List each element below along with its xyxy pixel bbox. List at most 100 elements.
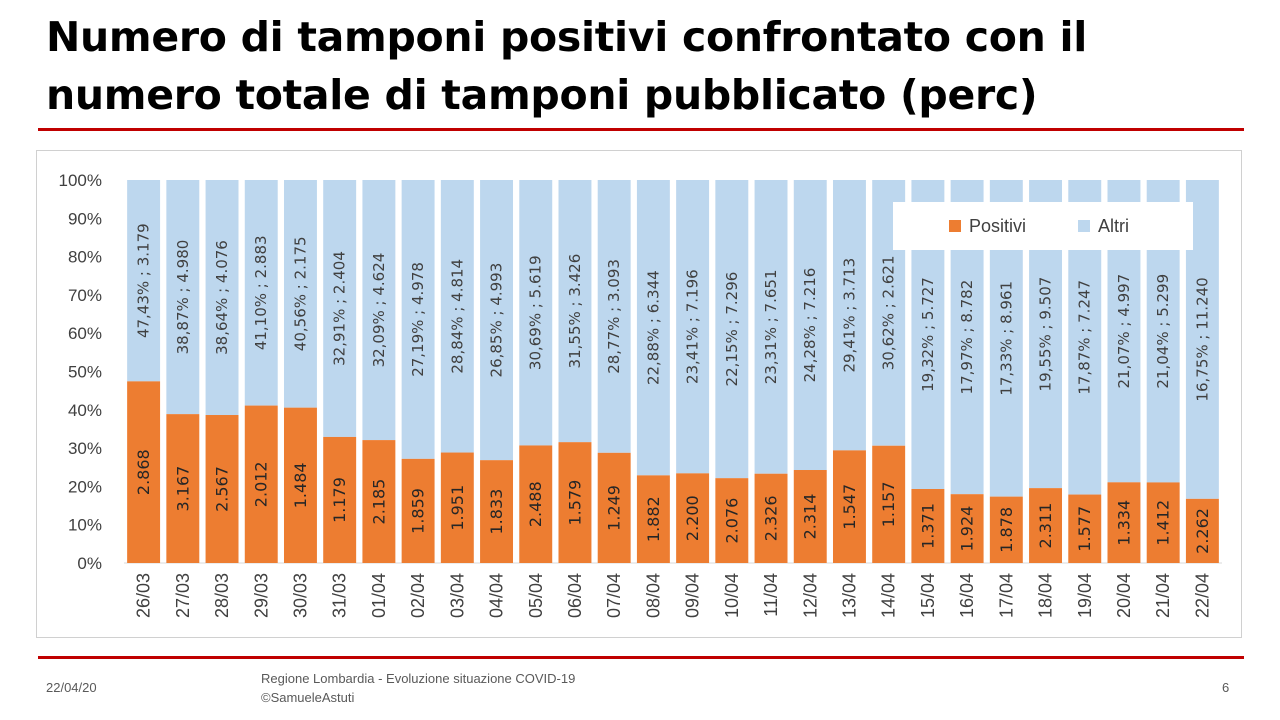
data-label-positivi: 2.567 xyxy=(213,466,232,512)
data-label-positivi: 1.249 xyxy=(605,485,624,531)
y-tick-label: 50% xyxy=(68,363,102,382)
footer-source-line1: Regione Lombardia - Evoluzione situazion… xyxy=(261,671,576,686)
bar-altri xyxy=(715,180,749,479)
x-tick-label: 02/04 xyxy=(408,573,428,618)
bar-positivi xyxy=(1107,482,1141,563)
bar-positivi xyxy=(1146,482,1180,563)
data-label-altri: 27,19% ; 4.978 xyxy=(409,262,427,377)
data-label-altri: 23,31% ; 7.651 xyxy=(762,269,780,384)
bar-altri xyxy=(793,180,827,471)
data-label-altri: 24,28% ; 7.216 xyxy=(801,268,819,383)
bar-positivi xyxy=(832,450,866,563)
slide-title: Numero di tamponi positivi confrontato c… xyxy=(46,13,1087,119)
data-label-positivi: 2.488 xyxy=(526,481,545,527)
data-label-altri: 17,33% ; 8.961 xyxy=(997,281,1015,396)
legend-label-altri: Altri xyxy=(1098,215,1130,236)
x-tick-label: 31/03 xyxy=(330,573,350,618)
x-tick-label: 18/04 xyxy=(1036,573,1056,618)
x-tick-label: 22/04 xyxy=(1192,573,1212,618)
data-label-positivi: 1.859 xyxy=(409,488,428,534)
bar-altri xyxy=(519,180,553,446)
bar-altri xyxy=(127,180,161,382)
bar-altri xyxy=(832,180,866,451)
y-tick-label: 100% xyxy=(59,171,102,190)
bar-positivi xyxy=(1185,498,1219,563)
x-tick-label: 19/04 xyxy=(1075,573,1095,618)
bar-altri xyxy=(401,180,435,459)
data-label-positivi: 1.334 xyxy=(1114,500,1133,546)
data-label-altri: 21,04% ; 5.299 xyxy=(1154,274,1172,389)
data-label-altri: 41,10% ; 2.883 xyxy=(252,235,270,350)
data-label-positivi: 1.951 xyxy=(448,485,467,531)
bar-altri xyxy=(244,180,278,406)
x-tick-label: 30/03 xyxy=(290,573,310,618)
data-label-positivi: 2.868 xyxy=(134,449,153,495)
data-label-altri: 16,75% ; 11.240 xyxy=(1193,277,1211,401)
x-tick-label: 21/04 xyxy=(1153,573,1173,618)
bar-altri xyxy=(636,180,670,476)
data-label-altri: 19,32% ; 5.727 xyxy=(919,277,937,392)
y-tick-label: 80% xyxy=(68,248,102,267)
data-label-altri: 26,85% ; 4.993 xyxy=(488,263,506,378)
bar-positivi xyxy=(166,414,200,563)
data-label-altri: 21,07% ; 4.997 xyxy=(1115,274,1133,389)
bar-positivi xyxy=(715,478,749,563)
legend-item-positivi: Positivi xyxy=(949,216,1026,237)
chart-legend: Positivi Altri xyxy=(893,202,1193,250)
bar-positivi xyxy=(989,496,1023,563)
bar-positivi xyxy=(911,489,945,563)
y-tick-label: 10% xyxy=(68,516,102,535)
legend-swatch-altri xyxy=(1078,220,1091,232)
y-tick-label: 0% xyxy=(77,554,102,573)
data-label-positivi: 1.371 xyxy=(918,503,937,549)
bar-altri xyxy=(558,180,592,443)
data-label-altri: 23,41% ; 7.196 xyxy=(684,269,702,384)
footer-source: Regione Lombardia - Evoluzione situazion… xyxy=(261,669,575,707)
bar-positivi xyxy=(244,405,278,563)
data-label-altri: 47,43% ; 3.179 xyxy=(135,223,153,338)
data-label-altri: 22,15% ; 7.296 xyxy=(723,272,741,387)
data-label-altri: 17,87% ; 7.247 xyxy=(1076,280,1094,395)
x-tick-label: 01/04 xyxy=(369,573,389,618)
x-tick-label: 08/04 xyxy=(643,573,663,618)
x-tick-label: 16/04 xyxy=(957,573,977,618)
x-tick-label: 06/04 xyxy=(565,573,585,618)
bar-altri xyxy=(283,180,317,408)
x-tick-label: 13/04 xyxy=(839,573,859,618)
bar-positivi xyxy=(323,436,357,563)
data-label-positivi: 1.878 xyxy=(997,507,1016,553)
bar-positivi xyxy=(519,445,553,563)
data-label-positivi: 1.577 xyxy=(1075,506,1094,552)
data-label-positivi: 1.157 xyxy=(879,481,898,527)
bar-positivi xyxy=(636,475,670,563)
bar-positivi xyxy=(1068,494,1102,563)
bar-positivi xyxy=(793,470,827,563)
x-tick-label: 14/04 xyxy=(879,573,899,618)
data-label-positivi: 2.012 xyxy=(252,461,271,507)
bar-positivi xyxy=(440,452,474,563)
bar-positivi xyxy=(950,494,984,563)
y-tick-label: 90% xyxy=(68,209,102,228)
bar-positivi xyxy=(558,442,592,563)
x-tick-label: 20/04 xyxy=(1114,573,1134,618)
data-label-positivi: 2.076 xyxy=(722,498,741,544)
x-tick-label: 09/04 xyxy=(683,573,703,618)
bar-altri xyxy=(323,180,357,437)
y-tick-label: 20% xyxy=(68,477,102,496)
x-tick-label: 27/03 xyxy=(173,573,193,618)
bar-positivi xyxy=(283,407,317,563)
bar-altri xyxy=(480,180,514,461)
x-tick-label: 15/04 xyxy=(918,573,938,618)
data-label-altri: 19,55% ; 9.507 xyxy=(1037,277,1055,392)
data-label-altri: 32,09% ; 4.624 xyxy=(370,253,388,368)
axis-layer: 0% 10% 20% 30% 40% 50% 60% 70% 80% 90% 100% 26/03 27… xyxy=(59,171,1213,618)
data-labels-layer: 2.868 47,43% ; 3.179 3.167 38,87% ; 4.980 2.… xyxy=(134,223,1212,554)
bar-positivi xyxy=(362,440,396,563)
x-tick-label: 10/04 xyxy=(722,573,742,618)
legend-item-altri: Altri xyxy=(1078,216,1129,237)
data-label-positivi: 1.179 xyxy=(330,477,349,523)
bar-positivi xyxy=(676,473,710,563)
bar-positivi xyxy=(127,381,161,563)
data-label-positivi: 2.262 xyxy=(1193,508,1212,554)
data-label-positivi: 1.547 xyxy=(840,484,859,530)
